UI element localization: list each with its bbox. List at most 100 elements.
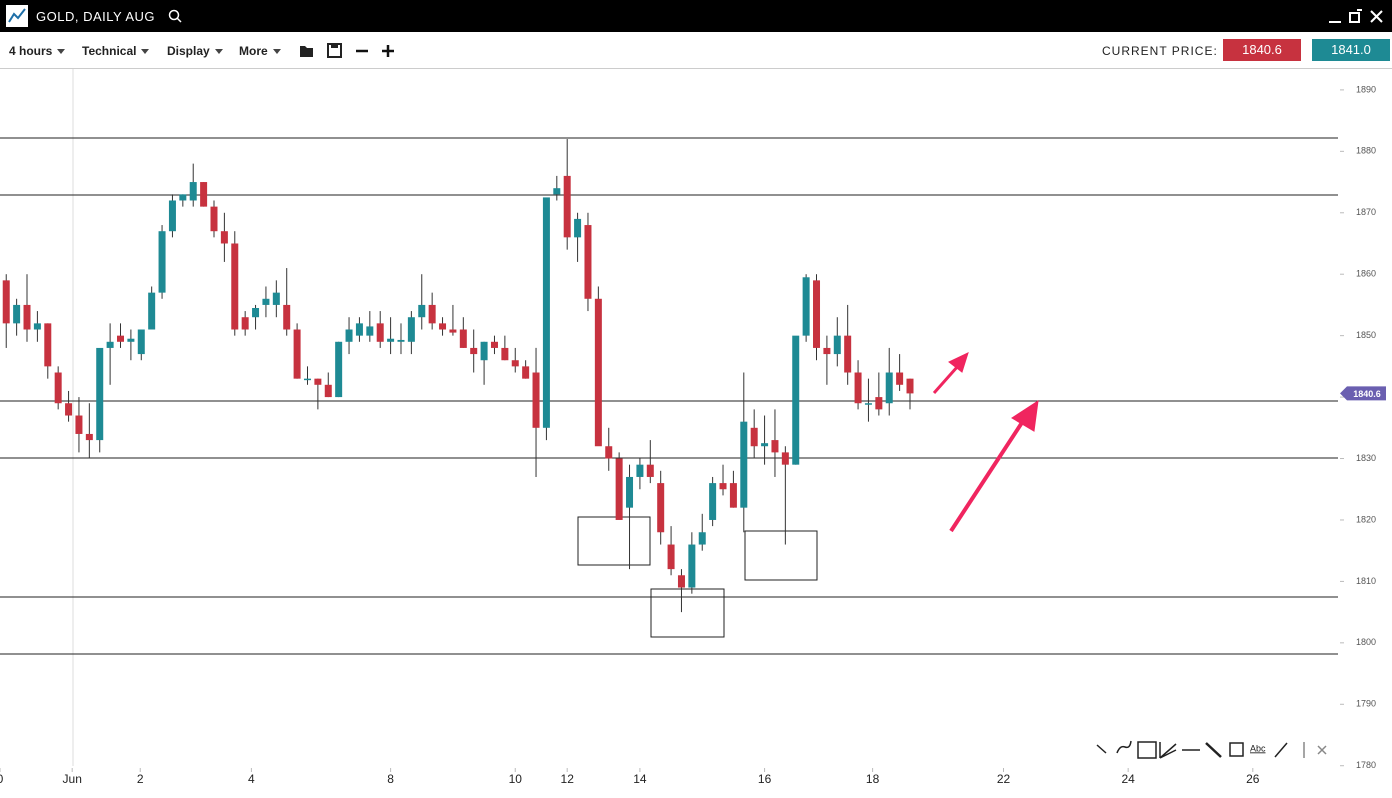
arrows <box>932 352 1039 533</box>
drawing-tools <box>1096 740 1327 759</box>
candle-body <box>241 317 249 330</box>
candle-body <box>532 372 540 428</box>
candle-body <box>574 218 582 238</box>
window-controls[interactable] <box>1326 8 1386 26</box>
y-tick-label: 1810 <box>1356 576 1376 586</box>
candle-body <box>366 326 374 336</box>
x-tick-label: 14 <box>633 772 647 786</box>
x-tick-label: 8 <box>387 772 394 786</box>
display-menu[interactable]: Display <box>167 44 223 58</box>
candle-body <box>615 458 623 520</box>
search-icon[interactable] <box>168 9 182 23</box>
box <box>577 516 651 566</box>
candle-body <box>85 433 93 441</box>
candle-body <box>605 446 613 459</box>
candle-body <box>522 366 530 379</box>
candle-body <box>677 575 685 588</box>
tool-cursor[interactable] <box>1096 744 1107 754</box>
candle-body <box>449 329 457 333</box>
tool-fan[interactable] <box>1159 742 1177 759</box>
tool-grid[interactable] <box>1137 741 1157 759</box>
candle-body <box>646 464 654 477</box>
candle-body <box>542 197 550 428</box>
tool-curve[interactable] <box>1116 740 1132 754</box>
tool-rect[interactable] <box>1229 742 1244 757</box>
toolbar: 4 hours Technical Display More CURRENT P… <box>0 32 1392 69</box>
candle-body <box>885 372 893 404</box>
more-menu[interactable]: More <box>239 44 281 58</box>
candle-body <box>636 464 644 477</box>
candle-body <box>376 323 384 342</box>
candle-body <box>750 427 758 447</box>
tool-close[interactable] <box>1317 745 1327 755</box>
tool-line[interactable] <box>1274 742 1288 758</box>
candle-body <box>106 341 114 348</box>
y-tick-label: 1820 <box>1356 514 1376 524</box>
last-price-label: 1840.6 <box>1353 389 1381 399</box>
arrow-head <box>1011 399 1039 432</box>
x-tick-label: 4 <box>248 772 255 786</box>
candle-body <box>179 194 187 201</box>
candle-body <box>501 347 509 361</box>
candle-body <box>283 304 291 330</box>
x-tick-label: 26 <box>1246 772 1260 786</box>
candle-body <box>314 378 322 385</box>
bid-price[interactable]: 1840.6 <box>1223 39 1301 61</box>
ask-price[interactable]: 1841.0 <box>1312 39 1390 61</box>
candle-body <box>303 378 311 381</box>
candle-body <box>470 347 478 355</box>
arrow <box>932 365 960 394</box>
candle-body <box>387 338 395 342</box>
candle-body <box>65 403 73 416</box>
y-tick-label: 1850 <box>1356 330 1376 340</box>
candle-body <box>761 443 769 447</box>
x-tick-label: 24 <box>1121 772 1135 786</box>
candle-body <box>407 317 415 342</box>
candle-body <box>833 335 841 355</box>
toolbar-icons[interactable] <box>298 41 408 61</box>
candle-body <box>657 483 665 533</box>
candle-body <box>792 335 800 465</box>
candle-body <box>23 304 31 330</box>
current-price-label: CURRENT PRICE: <box>1102 44 1218 58</box>
arrow-head <box>948 352 969 373</box>
candle-body <box>96 347 104 441</box>
y-tick-label: 1870 <box>1356 207 1376 217</box>
candle-body <box>490 341 498 348</box>
candle-body <box>729 483 737 508</box>
candle-body <box>148 292 156 330</box>
arrow <box>949 416 1027 533</box>
candle-body <box>345 329 353 342</box>
candle-body <box>802 277 810 336</box>
x-tick-label: 10 <box>509 772 523 786</box>
x-tick-label: 0 <box>0 772 4 786</box>
candle-body <box>262 298 270 305</box>
x-tick-label: 2 <box>137 772 144 786</box>
candle-body <box>355 323 363 336</box>
candle-body <box>44 323 52 367</box>
candle-body <box>127 338 135 342</box>
candle-body <box>335 341 343 398</box>
candle-body <box>168 200 176 232</box>
candle-body <box>906 378 914 394</box>
drawings <box>0 137 1338 655</box>
candle-body <box>117 335 125 342</box>
candle-body <box>584 225 592 299</box>
technical-menu[interactable]: Technical <box>82 44 149 58</box>
x-tick-label: 16 <box>758 772 772 786</box>
candle-body <box>210 206 218 232</box>
tool-text[interactable]: Abc <box>1250 743 1266 753</box>
candle-body <box>2 280 10 324</box>
timeframe-menu[interactable]: 4 hours <box>9 44 65 58</box>
candle-body <box>688 544 696 588</box>
y-tick-label: 1830 <box>1356 453 1376 463</box>
candle-body <box>864 403 872 405</box>
y-tick-label: 1880 <box>1356 146 1376 156</box>
candle-body <box>709 483 717 520</box>
candle-body <box>158 231 166 293</box>
candle-body <box>896 372 904 385</box>
x-tick-label: Jun <box>63 772 82 786</box>
tool-segment[interactable] <box>1205 742 1222 758</box>
